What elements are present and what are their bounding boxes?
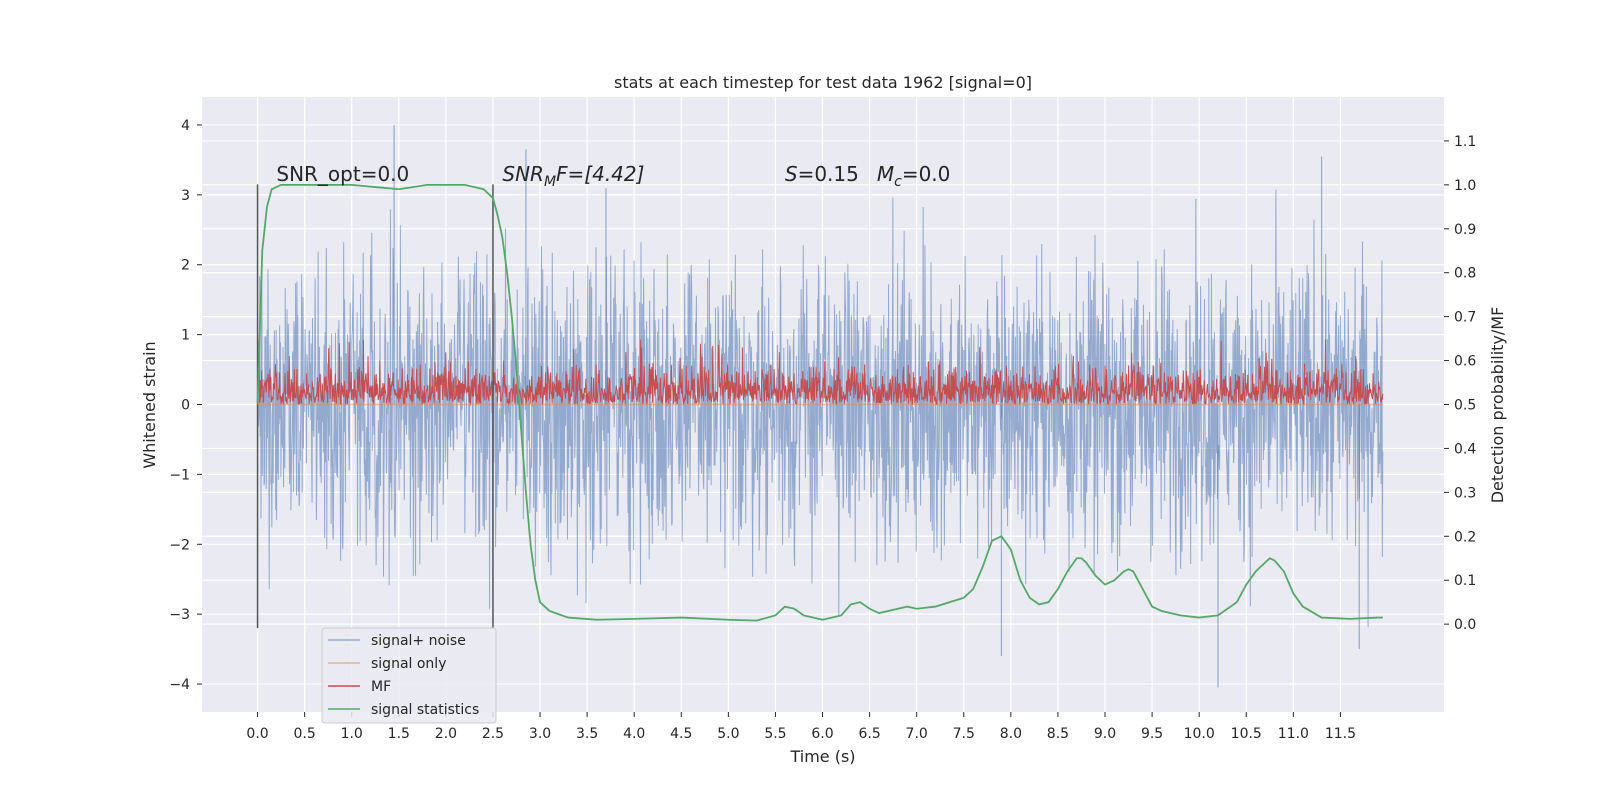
legend-box <box>321 627 497 724</box>
annotation-snr-mf-sub: M <box>544 174 556 190</box>
annotation-snr-opt: SNR_opt=0.0 <box>276 162 409 186</box>
x-tick-label: 8.5 <box>1047 726 1069 742</box>
annotation-mc-sub: c <box>894 174 902 190</box>
y-left-tick-label: −2 <box>169 537 190 553</box>
x-tick-label: 6.5 <box>858 726 880 742</box>
annotation-snr-mf: SNRMF=[4.42] <box>502 162 644 190</box>
y-right-tick-label: 0.3 <box>1454 485 1476 501</box>
y-left-tick-label: −3 <box>169 607 190 623</box>
legend-label-signal-only: signal only <box>371 656 446 672</box>
x-tick-label: 2.0 <box>435 726 457 742</box>
signal-statistics-series <box>256 183 1383 622</box>
y-left-tick-label: −4 <box>169 677 190 693</box>
x-axis-label: Time (s) <box>789 747 855 766</box>
x-tick-label: 7.0 <box>906 726 928 742</box>
annotation-s-label: S <box>785 162 798 186</box>
y-right-tick-label: 0.2 <box>1454 529 1476 545</box>
x-tick-label: 10.0 <box>1184 726 1215 742</box>
x-tick-label: 2.5 <box>482 726 504 742</box>
x-tick-label: 0.5 <box>294 726 316 742</box>
y-left-tick-label: 1 <box>181 328 190 344</box>
x-axis-ticks: 0.0 0.5 1.0 1.5 2.0 2.5 3.0 3.5 4.0 4.5 5.0 5.5 6.0 6… <box>246 712 1356 742</box>
annotation-mc-value: =0.0 <box>902 162 951 186</box>
x-tick-label: 10.5 <box>1231 726 1262 742</box>
x-tick-label: 3.5 <box>576 726 598 742</box>
y-right-tick-label: 0.0 <box>1454 617 1476 633</box>
y-axis-right-label: Detection probability/MF <box>1488 307 1507 504</box>
x-tick-label: 3.0 <box>529 726 551 742</box>
annotation-snr-mf-tail: F=[4.42] <box>556 162 644 186</box>
y-right-tick-label: 0.9 <box>1454 222 1476 238</box>
y-right-tick-label: 0.4 <box>1454 441 1476 457</box>
legend-label-noise: signal+ noise <box>371 633 466 649</box>
annotation-mc-label: M <box>877 162 894 186</box>
chart-title: stats at each timestep for test data 196… <box>614 73 1032 92</box>
legend-label-signal-statistics: signal statistics <box>371 702 479 718</box>
signal-noise-line <box>257 189 1384 628</box>
x-tick-label: 11.0 <box>1278 726 1309 742</box>
y-axis-left-ticks: 4 3 2 1 0 −1 −2 −3 −4 <box>169 118 202 693</box>
x-tick-label: 8.0 <box>1000 726 1022 742</box>
x-tick-label: 7.5 <box>953 726 975 742</box>
x-tick-label: 0.0 <box>246 726 268 742</box>
mf-line <box>257 339 1384 406</box>
annotation-s-value: =0.15 <box>798 162 859 186</box>
x-tick-label: 5.0 <box>717 726 739 742</box>
y-right-tick-label: 1.1 <box>1454 134 1476 150</box>
x-tick-label: 6.0 <box>811 726 833 742</box>
x-tick-label: 9.5 <box>1141 726 1163 742</box>
marker-lines <box>256 184 494 629</box>
x-tick-label: 1.0 <box>341 726 363 742</box>
x-tick-label: 11.5 <box>1325 726 1356 742</box>
y-axis-left-label: Whitened strain <box>140 341 159 468</box>
y-left-tick-label: 4 <box>181 118 190 134</box>
y-right-tick-label: 0.1 <box>1454 573 1476 589</box>
y-left-tick-label: 0 <box>181 398 190 414</box>
y-left-tick-label: 2 <box>181 258 190 274</box>
x-tick-label: 9.0 <box>1094 726 1116 742</box>
y-right-tick-label: 1.0 <box>1454 178 1476 194</box>
mf-series <box>257 339 1384 406</box>
x-tick-label: 1.5 <box>388 726 410 742</box>
annotation-snr-mf-main: SNR <box>502 162 544 186</box>
legend-label-mf: MF <box>371 679 391 695</box>
y-right-tick-label: 0.5 <box>1454 398 1476 414</box>
y-axis-right-ticks: 1.1 1.0 0.9 0.8 0.7 0.6 0.5 0.4 0.3 0.2 0.1 0.0 <box>1444 134 1476 633</box>
y-right-tick-label: 0.7 <box>1454 310 1476 326</box>
x-tick-label: 4.5 <box>670 726 692 742</box>
noise-series <box>257 124 1384 688</box>
y-right-tick-label: 0.6 <box>1454 354 1476 370</box>
legend: signal+ noise signal only MF signal stat… <box>321 627 497 724</box>
annotation-s-mc: S=0.15 Mc=0.0 <box>785 162 951 190</box>
y-right-tick-label: 0.8 <box>1454 266 1476 282</box>
x-tick-label: 4.0 <box>623 726 645 742</box>
y-left-tick-label: 3 <box>181 188 190 204</box>
x-tick-label: 5.5 <box>764 726 786 742</box>
signal-statistics-line <box>256 183 1383 622</box>
y-left-tick-label: −1 <box>169 467 190 483</box>
